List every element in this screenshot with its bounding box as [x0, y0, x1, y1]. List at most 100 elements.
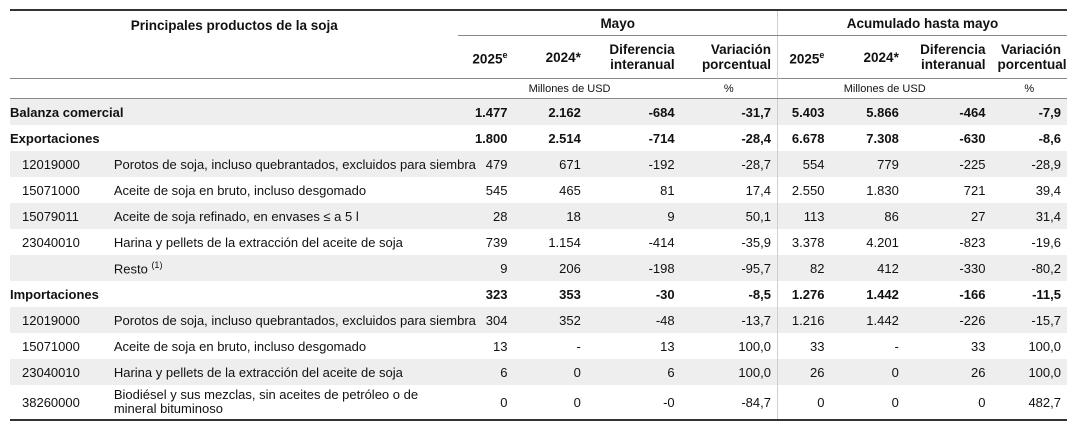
cell-value: 26	[904, 359, 992, 385]
group-header-cumulative: Acumulado hasta mayo	[776, 9, 1067, 36]
row-description: Harina y pellets de la extracción del ac…	[107, 359, 459, 385]
row-code: 38260000	[10, 385, 108, 421]
units-row: Millones de USD % Millones de USD %	[10, 78, 1067, 99]
cell-value: -11,5	[1032, 286, 1061, 302]
cell-value: 86	[830, 203, 905, 229]
row-description: Porotos de soja, incluso quebrantados, e…	[107, 307, 476, 333]
cell-value: 1.800	[474, 130, 508, 146]
cell-value: 206	[513, 255, 587, 281]
group-header-month: Mayo	[458, 9, 778, 36]
table-row: 12019000 Porotos de soja, incluso quebran…	[10, 151, 1067, 177]
row-code: 15071000	[22, 338, 80, 354]
units-pct-cumulative: %	[991, 78, 1067, 99]
cell-value: 26	[776, 359, 831, 385]
cell-value: 1.442	[830, 307, 905, 333]
cell-value: 9	[458, 255, 514, 281]
cell-value: -	[894, 338, 899, 354]
cell-value: 1.442	[866, 286, 899, 302]
cell-value: -35,9	[741, 234, 771, 250]
table-row: 23040010 Harina y pellets de la extracció…	[10, 229, 1067, 255]
col-header-2024-month: 2024*	[545, 49, 581, 65]
cell-value: 81	[660, 182, 675, 198]
cell-value: 100,0	[738, 338, 771, 354]
cell-value: 0	[776, 385, 831, 421]
cell-value: 31,4	[991, 203, 1067, 229]
cell-value: 5.866	[830, 98, 905, 125]
cell-value: 739	[485, 234, 508, 250]
table-row: 12019000 Porotos de soja, incluso quebran…	[10, 307, 1067, 333]
cell-value: 50,1	[680, 203, 778, 229]
cell-value: -225	[904, 151, 992, 177]
cell-value: 7.308	[866, 130, 899, 146]
cell-value: 1.216	[776, 307, 831, 333]
cell-value: -7,9	[991, 98, 1067, 125]
row-code	[10, 255, 108, 281]
cell-value: -48	[586, 307, 681, 333]
col-header-var-cumulative: Variación porcentual	[997, 42, 1067, 72]
table-row: Resto (1) 9 206 -198 -95,7 82 412 -330 -80,2	[10, 255, 1067, 281]
cell-value: 0	[458, 385, 514, 421]
cell-value: 671	[513, 151, 587, 177]
cell-value: 113	[776, 203, 831, 229]
cell-value: 6	[586, 359, 681, 385]
cell-value: 28	[458, 203, 514, 229]
cell-value: 17,4	[745, 182, 771, 198]
cell-value: -28,4	[741, 130, 771, 146]
cell-value: -84,7	[680, 385, 778, 421]
cell-value: 1.154	[548, 234, 581, 250]
table-row: 38260000 Biodiésel y sus mezclas, sin ace…	[10, 385, 1067, 421]
cell-value: -414	[648, 234, 675, 250]
cell-value: -823	[959, 234, 986, 250]
cell-value: -0	[586, 385, 681, 421]
row-code: 15071000	[22, 182, 80, 198]
cell-value: 1.477	[458, 98, 514, 125]
cell-value: 412	[830, 255, 905, 281]
table-row: 15071000 Aceite de soja en bruto, incluso…	[10, 177, 1067, 203]
cell-value: 100,0	[991, 359, 1067, 385]
cell-value: 779	[830, 151, 905, 177]
cell-value: 18	[513, 203, 587, 229]
col-header-2025-month: 2025e	[472, 49, 508, 67]
cell-value: 323	[485, 286, 508, 302]
cell-value: 2.550	[776, 177, 831, 203]
cell-value: 353	[559, 286, 581, 302]
soy-trade-table: Principales productos de la soja Mayo Ac…	[10, 9, 1067, 421]
row-description: Aceite de soja en bruto, incluso desgoma…	[113, 182, 367, 198]
row-code: 23040010	[10, 359, 108, 385]
footnote-marker: (1)	[151, 259, 163, 270]
cell-value: -330	[904, 255, 992, 281]
cell-value: -15,7	[991, 307, 1067, 333]
cell-value: 100,0	[680, 359, 778, 385]
cell-value: -630	[959, 130, 986, 146]
cell-value: 0	[904, 385, 992, 421]
cell-value: 545	[485, 182, 508, 198]
row-description: Biodiésel y sus mezclas, sin aceites de …	[107, 385, 459, 421]
cell-value: 6	[458, 359, 514, 385]
cell-value: -19,6	[1031, 234, 1061, 250]
cell-value: 1.276	[776, 281, 831, 307]
cell-value: -464	[904, 98, 992, 125]
row-description: Harina y pellets de la extracción del ac…	[113, 234, 403, 250]
cell-value: -80,2	[991, 255, 1067, 281]
col-header-var-month: Variación porcentual	[701, 42, 771, 72]
cell-value: -684	[586, 98, 681, 125]
cell-value: 352	[513, 307, 587, 333]
cell-value: -166	[959, 286, 986, 302]
cell-value: 82	[776, 255, 831, 281]
col-header-diff-month: Diferencia interanual	[609, 42, 675, 72]
cell-value: 1.830	[866, 182, 899, 198]
cell-value: -8,6	[1038, 130, 1061, 146]
cell-value: -30	[655, 286, 675, 302]
cell-value: 4.201	[866, 234, 899, 250]
cell-value: 0	[513, 385, 587, 421]
row-description: Aceite de soja en bruto, incluso desgoma…	[113, 338, 367, 354]
row-label: Balanza comercial	[10, 98, 459, 125]
cell-value: 3.378	[776, 229, 831, 255]
row-code: 12019000	[10, 307, 108, 333]
cell-value: 482,7	[991, 385, 1067, 421]
cell-value: 33	[776, 333, 831, 359]
cell-value: 0	[830, 385, 905, 421]
cell-value: 0	[513, 359, 587, 385]
row-code: 15079011	[10, 203, 108, 229]
units-usd-cumulative: Millones de USD	[776, 78, 992, 99]
